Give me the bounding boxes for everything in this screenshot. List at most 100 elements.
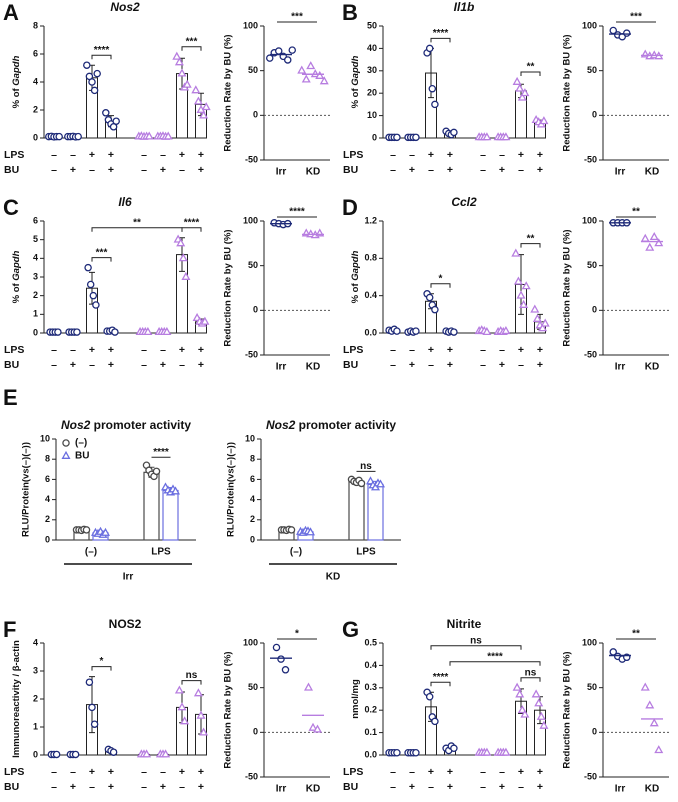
row-label: LPS	[4, 149, 24, 161]
y-tick-label: 6	[33, 48, 38, 58]
y-tick-label: 0	[45, 534, 50, 544]
y-axis-label: Reduction Rate by BU (%)	[562, 651, 573, 768]
y-tick-label: 2	[33, 104, 38, 114]
row-sign: +	[198, 344, 204, 356]
data-point	[516, 290, 526, 299]
data-point	[55, 132, 63, 141]
y-axis-label-part: Gapdh	[350, 250, 361, 280]
data-point	[170, 486, 181, 495]
data-point	[142, 749, 152, 758]
y-tick-label: 3	[33, 271, 38, 281]
data-point	[109, 748, 118, 756]
panel-letter: E	[3, 385, 18, 410]
y-axis-label: Immunoreactivity / β-actin	[11, 640, 22, 758]
data-point	[303, 682, 314, 691]
legend-marker	[62, 439, 70, 447]
y-tick-label: 0	[33, 132, 38, 142]
y-tick-label: 10	[40, 433, 50, 443]
y-tick-label: 0.4	[364, 290, 377, 300]
y-tick-label: -50	[584, 349, 597, 359]
row-sign: –	[480, 164, 486, 176]
data-point	[649, 231, 659, 241]
row-sign: +	[198, 359, 204, 371]
row-sign: +	[447, 359, 453, 371]
data-point	[312, 724, 323, 733]
chart-title: Nitrite	[447, 617, 482, 631]
row-sign: +	[160, 164, 166, 176]
data-point	[199, 727, 209, 736]
significance-label: *	[439, 273, 443, 284]
y-tick-label: -50	[584, 771, 597, 781]
data-point	[536, 711, 546, 720]
row-sign: –	[409, 344, 415, 356]
data-point	[513, 276, 523, 285]
data-point	[112, 117, 120, 125]
data-point	[645, 700, 655, 709]
row-sign: +	[447, 344, 453, 356]
data-point	[450, 128, 458, 137]
y-tick-label: 0.4	[364, 660, 377, 670]
y-axis-label-part: Gapdh	[11, 55, 22, 85]
row-sign: –	[390, 164, 396, 176]
row-sign: –	[499, 766, 505, 778]
row-sign: –	[160, 149, 166, 161]
data-point	[88, 78, 96, 86]
row-sign: +	[537, 164, 543, 176]
panel-letter: B	[342, 0, 358, 25]
data-point	[623, 29, 631, 37]
row-sign: –	[160, 344, 166, 356]
chart-title-part: promoter activity	[295, 418, 396, 432]
data-point	[301, 74, 311, 83]
x-tick-label: (–)	[290, 547, 302, 558]
y-tick-label: 50	[248, 260, 258, 270]
panel-letter: G	[342, 617, 359, 642]
significance-label: ***	[630, 12, 642, 23]
data-point	[177, 702, 187, 711]
significance-label: ns	[360, 461, 372, 472]
row-sign: –	[179, 164, 185, 176]
group-label: KD	[326, 572, 340, 583]
y-tick-label: 50	[587, 682, 597, 692]
data-point	[640, 682, 650, 691]
data-point	[515, 689, 525, 698]
row-sign: +	[537, 149, 543, 161]
data-point	[74, 132, 82, 141]
significance-bracket	[520, 71, 541, 76]
y-tick-label: 0.2	[364, 705, 377, 715]
row-sign: –	[499, 149, 505, 161]
group-label: Irr	[123, 572, 134, 583]
row-sign: +	[537, 781, 543, 793]
row-sign: –	[51, 149, 57, 161]
y-tick-label: 0	[592, 727, 597, 737]
significance-label: ****	[433, 672, 449, 683]
significance-bracket	[449, 661, 541, 666]
data-point	[539, 720, 549, 729]
data-point	[90, 86, 99, 95]
data-point	[180, 716, 190, 725]
row-sign: +	[160, 359, 166, 371]
row-sign: –	[409, 766, 415, 778]
bar	[367, 483, 384, 541]
x-tick-label: (–)	[85, 547, 97, 558]
x-tick-label: Irr	[615, 167, 626, 178]
y-tick-label: 0.0	[364, 327, 377, 337]
y-axis-label-part: Immunoreactivity / β-actin	[11, 640, 22, 758]
data-point	[178, 253, 188, 262]
y-tick-label: 50	[587, 260, 597, 270]
row-sign: +	[89, 766, 95, 778]
row-sign: –	[480, 766, 486, 778]
y-tick-label: 50	[248, 65, 258, 75]
row-sign: +	[108, 344, 114, 356]
y-tick-label: 0.1	[364, 727, 377, 737]
y-tick-label: 40	[367, 43, 377, 53]
row-sign: +	[89, 149, 95, 161]
y-tick-label: 0	[592, 110, 597, 120]
row-sign: –	[179, 781, 185, 793]
row-sign: +	[447, 164, 453, 176]
row-sign: +	[428, 766, 434, 778]
data-point	[425, 693, 434, 701]
row-sign: +	[409, 164, 415, 176]
y-tick-label: 0	[253, 727, 258, 737]
x-tick-label: KD	[645, 784, 659, 795]
row-sign: –	[89, 359, 95, 371]
